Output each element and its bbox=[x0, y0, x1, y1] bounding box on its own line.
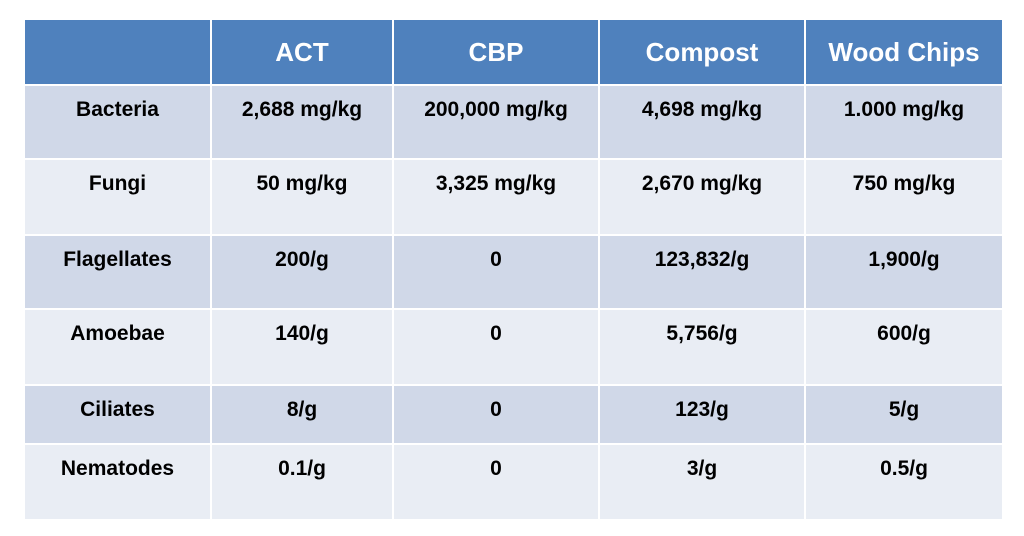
table-cell: 600/g bbox=[804, 308, 1004, 386]
table-cell: 3/g bbox=[598, 443, 806, 521]
table-cell: 3,325 mg/kg bbox=[392, 158, 600, 236]
row-label: Ciliates bbox=[23, 384, 212, 445]
row-label-text: Ciliates bbox=[80, 398, 155, 421]
table-row: Amoebae 140/g 0 5,756/g 600/g bbox=[23, 308, 1004, 386]
table-cell: 5,756/g bbox=[598, 308, 806, 386]
table-row: Flagellates 200/g 0 123,832/g 1,900/g bbox=[23, 234, 1004, 310]
table-cell: 8/g bbox=[210, 384, 394, 445]
header-wood-chips: Wood Chips bbox=[804, 18, 1004, 86]
row-label: Bacteria bbox=[23, 84, 212, 160]
cell-cbp: 0 bbox=[490, 398, 502, 421]
cell-cbp: 200,000 mg/kg bbox=[424, 98, 568, 121]
table-row: Fungi 50 mg/kg 3,325 mg/kg 2,670 mg/kg 7… bbox=[23, 158, 1004, 236]
cell-cbp: 0 bbox=[490, 248, 502, 271]
cell-compost: 123/g bbox=[675, 398, 729, 421]
cell-compost: 5,756/g bbox=[666, 322, 738, 345]
comparison-table: ACT CBP Compost Wood Chips Bacteria 2,68… bbox=[23, 18, 1004, 521]
cell-cbp: 0 bbox=[490, 322, 502, 345]
table-cell: 1.000 mg/kg bbox=[804, 84, 1004, 160]
cell-act: 0.1/g bbox=[278, 457, 326, 480]
header-cbp: CBP bbox=[392, 18, 600, 86]
table-cell: 50 mg/kg bbox=[210, 158, 394, 236]
table-cell: 750 mg/kg bbox=[804, 158, 1004, 236]
cell-wood-chips: 0.5/g bbox=[880, 457, 928, 480]
cell-cbp: 3,325 mg/kg bbox=[435, 172, 557, 195]
table-cell: 140/g bbox=[210, 308, 394, 386]
header-act: ACT bbox=[210, 18, 394, 86]
cell-act: 140/g bbox=[275, 322, 329, 345]
row-label-text: Bacteria bbox=[76, 98, 159, 121]
table-row: Ciliates 8/g 0 123/g 5/g bbox=[23, 384, 1004, 445]
table-cell: 123/g bbox=[598, 384, 806, 445]
table-row: Nematodes 0.1/g 0 3/g 0.5/g bbox=[23, 443, 1004, 521]
table-cell: 0 bbox=[392, 308, 600, 386]
table-cell: 0.1/g bbox=[210, 443, 394, 521]
cell-act: 50 mg/kg bbox=[256, 172, 348, 195]
header-corner bbox=[23, 18, 212, 86]
table-cell: 5/g bbox=[804, 384, 1004, 445]
cell-wood-chips: 1,900/g bbox=[868, 248, 940, 271]
table-row: Bacteria 2,688 mg/kg 200,000 mg/kg 4,698… bbox=[23, 84, 1004, 160]
cell-act: 8/g bbox=[286, 398, 318, 421]
row-label: Amoebae bbox=[23, 308, 212, 386]
table-cell: 200,000 mg/kg bbox=[392, 84, 600, 160]
cell-compost: 4,698 mg/kg bbox=[641, 98, 763, 121]
cell-act: 2,688 mg/kg bbox=[241, 98, 363, 121]
header-row: ACT CBP Compost Wood Chips bbox=[23, 18, 1004, 86]
cell-wood-chips: 1.000 mg/kg bbox=[843, 98, 965, 121]
cell-wood-chips: 600/g bbox=[877, 322, 931, 345]
cell-cbp: 0 bbox=[490, 457, 502, 480]
row-label-text: Amoebae bbox=[70, 322, 165, 345]
table-cell: 0 bbox=[392, 384, 600, 445]
table-cell: 2,688 mg/kg bbox=[210, 84, 394, 160]
table-cell: 0 bbox=[392, 234, 600, 310]
cell-compost: 123,832/g bbox=[654, 248, 750, 271]
cell-compost: 2,670 mg/kg bbox=[641, 172, 763, 195]
header-compost: Compost bbox=[598, 18, 806, 86]
table-cell: 1,900/g bbox=[804, 234, 1004, 310]
cell-wood-chips: 750 mg/kg bbox=[852, 172, 956, 195]
cell-compost: 3/g bbox=[686, 457, 718, 480]
row-label-text: Fungi bbox=[88, 172, 147, 195]
table-cell: 200/g bbox=[210, 234, 394, 310]
row-label: Nematodes bbox=[23, 443, 212, 521]
table-cell: 2,670 mg/kg bbox=[598, 158, 806, 236]
table-cell: 0 bbox=[392, 443, 600, 521]
row-label-text: Nematodes bbox=[60, 457, 175, 480]
row-label: Flagellates bbox=[23, 234, 212, 310]
row-label-text: Flagellates bbox=[63, 248, 172, 271]
row-label: Fungi bbox=[23, 158, 212, 236]
cell-act: 200/g bbox=[275, 248, 329, 271]
table-cell: 0.5/g bbox=[804, 443, 1004, 521]
table-cell: 123,832/g bbox=[598, 234, 806, 310]
table-cell: 4,698 mg/kg bbox=[598, 84, 806, 160]
cell-wood-chips: 5/g bbox=[888, 398, 920, 421]
